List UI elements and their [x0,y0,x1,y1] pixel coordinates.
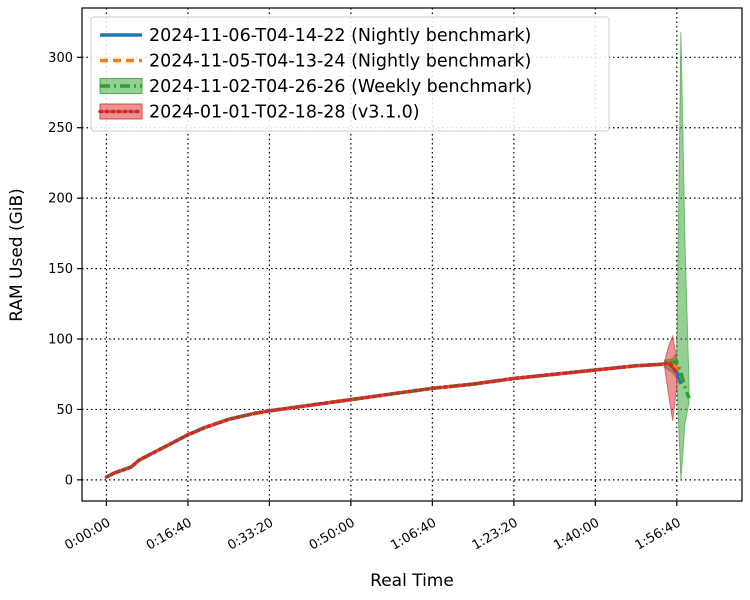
x-axis-title: Real Time [370,571,454,591]
legend-item: 2024-11-06-T04-14-22 (Nightly benchmark) [100,26,531,46]
legend-frame [90,16,610,132]
y-tick-label: 100 [48,333,73,348]
y-tick-label: 50 [56,403,73,418]
y-tick-label: 150 [48,262,73,277]
series-3-band [664,334,678,421]
legend: 2024-11-06-T04-14-22 (Nightly benchmark)… [90,16,610,132]
legend-label: 2024-01-01-T02-18-28 (v3.1.0) [149,103,420,123]
y-axis-title: RAM Used (GiB) [7,188,27,322]
legend-item: 2024-11-05-T04-13-24 (Nightly benchmark) [100,52,531,72]
legend-label: 2024-11-02-T04-26-26 (Weekly benchmark) [149,77,532,97]
series-lines [104,359,691,479]
confidence-bands [664,31,690,480]
legend-item: 2024-11-02-T04-26-26 (Weekly benchmark) [99,77,532,97]
y-tick-label: 0 [65,473,73,488]
plot-area-frame [81,7,743,502]
y-tick-label: 300 [48,51,73,66]
legend-label: 2024-11-05-T04-13-24 (Nightly benchmark) [149,52,531,72]
y-tick-label: 250 [48,121,73,136]
y-tick-label: 200 [48,192,73,207]
series-3-line [104,361,679,479]
legend-item: 2024-01-01-T02-18-28 (v3.1.0) [98,103,420,123]
legend-label: 2024-11-06-T04-14-22 (Nightly benchmark) [149,26,531,46]
